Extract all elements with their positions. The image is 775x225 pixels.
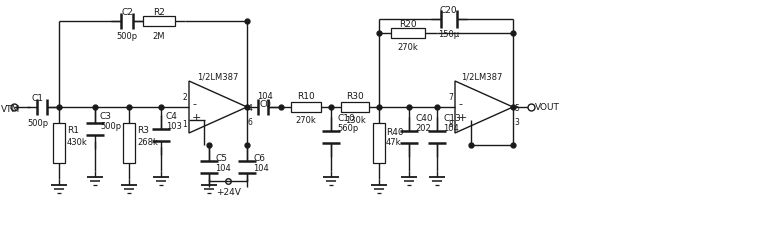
Text: VOUT: VOUT — [535, 103, 560, 112]
Text: 104: 104 — [443, 124, 459, 132]
Text: 270k: 270k — [295, 115, 316, 124]
Text: 6: 6 — [248, 117, 253, 126]
Bar — [53, 124, 65, 163]
Text: R2: R2 — [153, 8, 165, 17]
Text: 2: 2 — [182, 93, 187, 101]
Text: C10: C10 — [337, 113, 355, 122]
Text: -: - — [192, 99, 196, 108]
Text: -: - — [458, 99, 462, 108]
Text: 500p: 500p — [100, 122, 121, 130]
Text: 430k: 430k — [67, 137, 88, 146]
Text: C2: C2 — [121, 8, 133, 17]
Text: 7: 7 — [448, 93, 453, 101]
Text: 103: 103 — [166, 122, 182, 130]
Text: 104: 104 — [257, 92, 273, 101]
Text: R1: R1 — [67, 126, 79, 134]
Text: 500p: 500p — [116, 32, 138, 41]
Text: C1: C1 — [32, 94, 44, 103]
Text: 104: 104 — [253, 163, 269, 172]
Text: 130k: 130k — [345, 115, 365, 124]
Text: +24V: +24V — [215, 187, 240, 196]
Text: 8: 8 — [448, 119, 453, 128]
Text: VTM: VTM — [1, 105, 20, 114]
Text: 47k: 47k — [386, 137, 401, 146]
Bar — [391, 29, 425, 39]
Text: 268k: 268k — [137, 137, 158, 146]
Text: 104: 104 — [215, 163, 231, 172]
Text: +: + — [192, 112, 202, 122]
Text: R10: R10 — [297, 92, 315, 101]
Text: C0: C0 — [259, 99, 271, 108]
Bar — [123, 124, 135, 163]
Text: C6: C6 — [253, 153, 265, 162]
Text: 150μ: 150μ — [438, 30, 460, 39]
Text: R20: R20 — [399, 20, 417, 29]
Text: C20: C20 — [440, 6, 457, 15]
Text: 1: 1 — [182, 119, 187, 128]
Text: R30: R30 — [346, 92, 364, 101]
Text: +: + — [458, 112, 467, 122]
Text: R40: R40 — [386, 127, 404, 136]
Text: C3: C3 — [100, 112, 112, 120]
Bar — [340, 103, 370, 112]
Text: C4: C4 — [166, 112, 178, 120]
Bar — [373, 124, 385, 163]
Text: 560p: 560p — [337, 124, 358, 132]
Text: 4: 4 — [248, 104, 253, 112]
Bar — [143, 17, 174, 27]
Text: 270k: 270k — [398, 43, 418, 52]
Text: C13: C13 — [443, 113, 461, 122]
Text: 202: 202 — [415, 124, 431, 132]
Text: C5: C5 — [215, 153, 227, 162]
Text: C40: C40 — [415, 113, 432, 122]
Text: 1/2LM387: 1/2LM387 — [461, 73, 502, 82]
Text: R3: R3 — [137, 126, 149, 134]
Text: 3: 3 — [514, 117, 519, 126]
Text: 500p: 500p — [27, 119, 49, 127]
Text: 5: 5 — [514, 104, 519, 112]
Bar — [291, 103, 321, 112]
Text: 2M: 2M — [153, 32, 165, 41]
Text: 1/2LM387: 1/2LM387 — [197, 73, 239, 82]
